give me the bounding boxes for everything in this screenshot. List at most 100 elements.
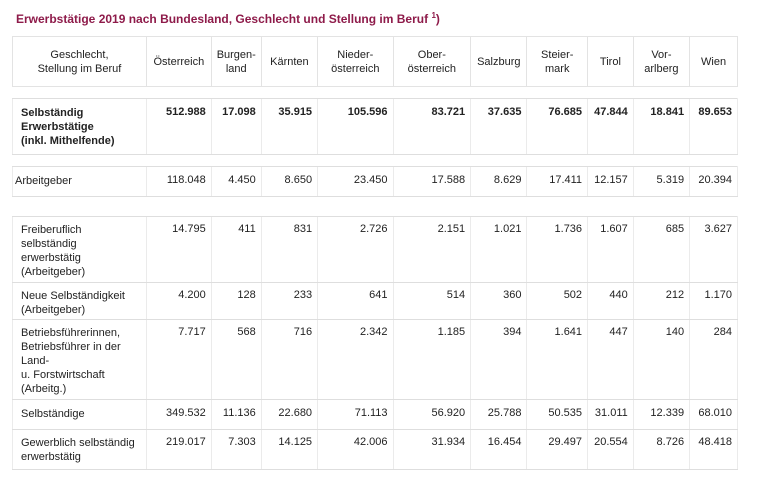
table-cell: 31.934 [392, 429, 471, 470]
table-cell: 512.988 [145, 98, 212, 155]
table-row-neue-selbstaendigkeit: Neue Selbständigkeit (Arbeitgeber) 4.200 … [12, 282, 738, 320]
table-cell: 3.627 [689, 216, 738, 283]
table-cell: 1.021 [470, 216, 527, 283]
table-cell: 831 [260, 216, 318, 283]
table-cell: 47.844 [587, 98, 634, 155]
table-cell: 68.010 [689, 399, 738, 430]
table-cell: 641 [317, 282, 394, 320]
table-cell: 31.011 [587, 399, 634, 430]
table-cell: 14.125 [260, 429, 318, 470]
table-cell: 89.653 [689, 98, 738, 155]
table-row-betriebsfuehrer: Betriebsführerinnen, Betriebsführer in de… [12, 319, 738, 400]
table-cell: 5.319 [632, 166, 690, 197]
table-cell: 212 [632, 282, 690, 320]
table-cell: 514 [392, 282, 471, 320]
table-cell: 20.394 [689, 166, 738, 197]
table-cell: 349.532 [145, 399, 212, 430]
table-title: Erwerbstätige 2019 nach Bundesland, Gesc… [16, 11, 440, 26]
table-cell: 11.136 [210, 399, 262, 430]
table-cell: 71.113 [317, 399, 394, 430]
table-cell: 18.841 [632, 98, 690, 155]
column-header-oesterreich[interactable]: Österreich [145, 36, 212, 87]
table-cell: 284 [689, 319, 738, 400]
table-cell: 219.017 [145, 429, 212, 470]
row-label: Arbeitgeber [12, 166, 147, 197]
table-cell: 1.641 [526, 319, 588, 400]
table-cell: 17.411 [526, 166, 588, 197]
table-cell: 35.915 [260, 98, 318, 155]
table-row-freiberuflich: Freiberuflich selbständig erwerbstätig (Arb… [12, 216, 738, 283]
table-cell: 360 [470, 282, 527, 320]
table-cell: 1.185 [392, 319, 471, 400]
table-cell: 12.339 [632, 399, 690, 430]
table-row-gewerblich: Gewerblich selbständig erwerbstätig 219.0… [12, 429, 738, 470]
table-cell: 447 [587, 319, 634, 400]
column-header-burgenland[interactable]: Burgen-land [210, 36, 262, 87]
table-cell: 17.098 [210, 98, 262, 155]
table-row-selbstaendig-erwerbstaetige: Selbständig Erwerbstätige (inkl. Mithelfen… [12, 98, 738, 155]
row-label: Neue Selbständigkeit (Arbeitgeber) [12, 282, 147, 320]
row-label: Selbständig Erwerbstätige (inkl. Mithelfen… [12, 98, 147, 155]
table-row-arbeitgeber: Arbeitgeber 118.048 4.450 8.650 23.450 1… [12, 166, 738, 197]
table-cell: 25.788 [470, 399, 527, 430]
column-header-wien[interactable]: Wien [689, 36, 738, 87]
row-spacer [13, 87, 738, 99]
table-cell: 1.170 [689, 282, 738, 320]
table-cell: 50.535 [526, 399, 588, 430]
table-cell: 8.629 [470, 166, 527, 197]
column-header-salzburg[interactable]: Salzburg [470, 36, 527, 87]
column-header-vorarlberg[interactable]: Vor-arlberg [632, 36, 690, 87]
table-cell: 7.717 [145, 319, 212, 400]
table-cell: 128 [210, 282, 262, 320]
table-cell: 2.342 [317, 319, 394, 400]
column-header-stellung[interactable]: Geschlecht, Stellung im Beruf [12, 36, 147, 87]
column-header-niederoesterreich[interactable]: Nieder-österreich [317, 36, 394, 87]
table-cell: 140 [632, 319, 690, 400]
table-cell: 12.157 [587, 166, 634, 197]
table-cell: 4.450 [210, 166, 262, 197]
table-cell: 48.418 [689, 429, 738, 470]
table-row-selbstaendige: Selbständige 349.532 11.136 22.680 71.11… [12, 399, 738, 430]
row-label: Gewerblich selbständig erwerbstätig [12, 429, 147, 470]
table-cell: 411 [210, 216, 262, 283]
table-cell: 685 [632, 216, 690, 283]
table-cell: 56.920 [392, 399, 471, 430]
table-cell: 42.006 [317, 429, 394, 470]
table-cell: 568 [210, 319, 262, 400]
table-cell: 233 [260, 282, 318, 320]
table-cell: 16.454 [470, 429, 527, 470]
column-header-oberoesterreich[interactable]: Ober-österreich [392, 36, 471, 87]
table-cell: 22.680 [260, 399, 318, 430]
table-cell: 76.685 [526, 98, 588, 155]
table-cell: 17.588 [392, 166, 471, 197]
footnote-marker[interactable]: 1 [431, 11, 436, 20]
column-header-tirol[interactable]: Tirol [587, 36, 634, 87]
table-cell: 2.726 [317, 216, 394, 283]
table-cell: 20.554 [587, 429, 634, 470]
table-cell: 118.048 [145, 166, 212, 197]
table-cell: 502 [526, 282, 588, 320]
table-cell: 8.726 [632, 429, 690, 470]
table-cell: 83.721 [392, 98, 471, 155]
column-header-steiermark[interactable]: Steier-mark [526, 36, 588, 87]
column-header-kaernten[interactable]: Kärnten [260, 36, 318, 87]
table-cell: 37.635 [470, 98, 527, 155]
data-table: Geschlecht, Stellung im Beruf Österreich … [12, 36, 738, 470]
table-title-text: Erwerbstätige 2019 nach Bundesland, Gesc… [16, 12, 429, 26]
row-label: Selbständige [12, 399, 147, 430]
table-cell: 29.497 [526, 429, 588, 470]
table-cell: 1.736 [526, 216, 588, 283]
row-spacer [13, 197, 738, 217]
table-cell: 440 [587, 282, 634, 320]
row-spacer [13, 155, 738, 167]
table-cell: 394 [470, 319, 527, 400]
table-cell: 7.303 [210, 429, 262, 470]
table-cell: 1.607 [587, 216, 634, 283]
table-cell: 4.200 [145, 282, 212, 320]
table-cell: 716 [260, 319, 318, 400]
table-cell: 14.795 [145, 216, 212, 283]
row-label: Freiberuflich selbständig erwerbstätig (Arb… [12, 216, 147, 283]
row-label: Betriebsführerinnen, Betriebsführer in de… [12, 319, 147, 400]
header-row: Geschlecht, Stellung im Beruf Österreich … [12, 36, 738, 87]
table-cell: 105.596 [317, 98, 394, 155]
